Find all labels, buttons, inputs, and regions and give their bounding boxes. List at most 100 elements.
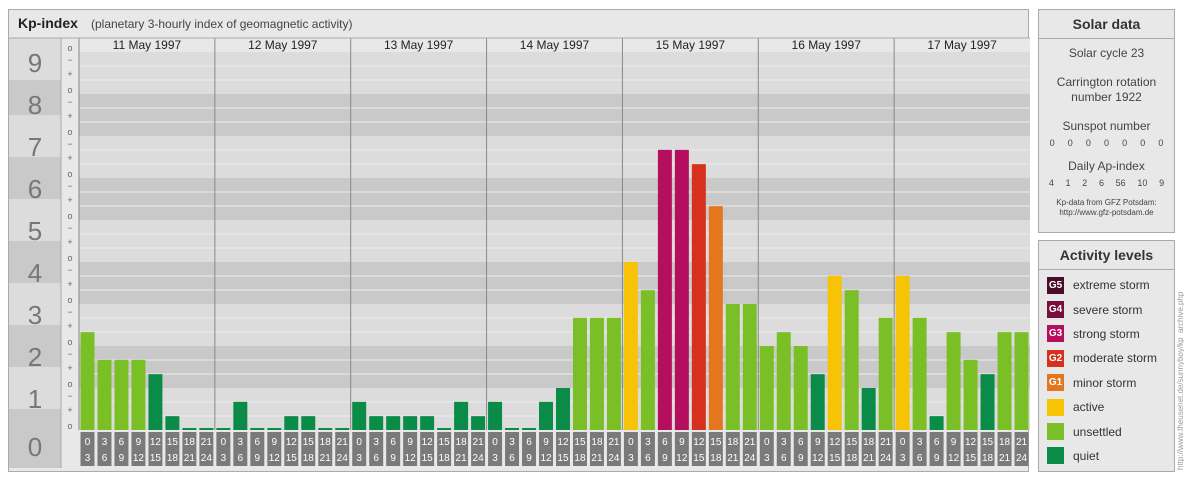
interval-box <box>539 432 553 466</box>
kp-bar <box>963 359 978 430</box>
interval-start-label: 3 <box>238 437 244 448</box>
interval-start-label: 6 <box>119 437 125 448</box>
interval-start-label: 12 <box>965 437 977 448</box>
interval-box <box>454 432 469 466</box>
interval-box <box>199 432 214 466</box>
kp-bar <box>793 346 808 430</box>
interval-box <box>1014 432 1029 466</box>
kp-bar <box>182 428 197 430</box>
legend-label: quiet <box>1073 448 1100 463</box>
interval-start-label: 0 <box>492 437 498 448</box>
y-axis-band <box>9 38 61 80</box>
interval-box <box>759 432 774 466</box>
y-tick-label: 8 <box>28 90 42 120</box>
interval-end-label: 24 <box>201 453 213 464</box>
interval-start-label: 9 <box>272 437 278 448</box>
interval-box <box>674 432 689 466</box>
kp-band <box>79 94 1030 136</box>
legend-swatch: G5 <box>1047 276 1064 294</box>
interval-box <box>895 432 910 466</box>
interval-end-label: 3 <box>221 453 227 464</box>
interval-end-label: 12 <box>948 453 960 464</box>
interval-end-label: 6 <box>102 453 108 464</box>
sub-tick-mark: o <box>67 211 72 221</box>
legend-swatch: G1 <box>1047 374 1064 392</box>
interval-box <box>505 432 520 466</box>
interval-start-label: 0 <box>356 437 362 448</box>
y-axis-band <box>9 283 61 325</box>
kp-bar <box>1014 332 1029 430</box>
kp-bar <box>386 416 401 430</box>
legend-item: G3 strong storm <box>1039 322 1174 346</box>
interval-end-label: 3 <box>356 453 362 464</box>
chart-subtitle: (planetary 3-hourly index of geomagnetic… <box>91 17 353 31</box>
interval-start-label: 0 <box>628 437 634 448</box>
interval-end-label: 3 <box>492 453 498 464</box>
kp-bar <box>403 416 418 430</box>
kp-bar <box>267 428 282 430</box>
interval-end-label: 3 <box>900 453 906 464</box>
interval-end-label: 12 <box>405 453 417 464</box>
kp-bar <box>946 332 961 430</box>
interval-start-label: 21 <box>608 437 620 448</box>
kp-bar <box>199 428 214 430</box>
sunspot-value: 0 <box>1122 138 1128 148</box>
kp-bar <box>335 428 350 430</box>
sunspot-value: 0 <box>1158 138 1164 148</box>
y-axis-band <box>9 367 61 409</box>
interval-start-label: 12 <box>693 437 705 448</box>
kp-bar <box>80 332 95 430</box>
interval-end-label: 12 <box>269 453 281 464</box>
interval-box <box>623 432 638 466</box>
interval-box <box>640 432 655 466</box>
legend-label: strong storm <box>1073 326 1140 341</box>
interval-start-label: 12 <box>829 437 841 448</box>
day-label: 13 May 1997 <box>384 38 454 52</box>
interval-start-label: 3 <box>645 437 651 448</box>
sub-tick-mark: o <box>67 337 72 347</box>
legend-item: G1 minor storm <box>1039 371 1174 395</box>
sub-tick-mark: − <box>67 349 72 359</box>
sub-tick-mark: − <box>67 391 72 401</box>
sub-tick-mark: − <box>67 307 72 317</box>
sunspot-values: 0 0 0 0 0 0 0 <box>1039 138 1174 148</box>
ap-index-value: 4 <box>1048 178 1054 188</box>
interval-start-label: 0 <box>85 437 91 448</box>
legend-item: active <box>1039 395 1174 419</box>
interval-box <box>80 432 95 466</box>
interval-box <box>657 432 672 466</box>
sub-tick-mark: o <box>67 421 72 431</box>
interval-start-label: 9 <box>136 437 142 448</box>
activity-levels-title: Activity levels <box>1039 241 1174 270</box>
interval-box <box>182 432 197 466</box>
y-axis-band <box>9 199 61 241</box>
legend-label: extreme storm <box>1073 278 1150 293</box>
kp-bar <box>369 416 384 430</box>
kp-bar <box>861 388 876 430</box>
kp-bar <box>742 304 757 430</box>
legend-item: quiet <box>1039 444 1174 468</box>
interval-box <box>912 432 927 466</box>
interval-start-label: 12 <box>557 437 569 448</box>
interval-end-label: 18 <box>574 453 586 464</box>
interval-start-label: 9 <box>407 437 413 448</box>
interval-start-label: 15 <box>439 437 451 448</box>
interval-start-label: 0 <box>900 437 906 448</box>
interval-start-label: 9 <box>679 437 685 448</box>
interval-box <box>369 432 384 466</box>
interval-end-label: 6 <box>917 453 923 464</box>
interval-start-label: 12 <box>286 437 298 448</box>
sub-tick-mark: + <box>67 237 72 247</box>
sub-tick-mark: o <box>67 379 72 389</box>
sunspot-value: 0 <box>1067 138 1073 148</box>
kp-bar <box>522 428 537 430</box>
interval-start-label: 15 <box>167 437 179 448</box>
kp-bar <box>708 206 723 430</box>
sub-tick-mark: + <box>67 405 72 415</box>
sunspot-value: 0 <box>1103 138 1109 148</box>
interval-end-label: 12 <box>540 453 552 464</box>
interval-end-label: 21 <box>863 453 875 464</box>
interval-box <box>793 432 808 466</box>
source-line2: http://www.gfz-potsdam.de <box>1059 208 1154 217</box>
